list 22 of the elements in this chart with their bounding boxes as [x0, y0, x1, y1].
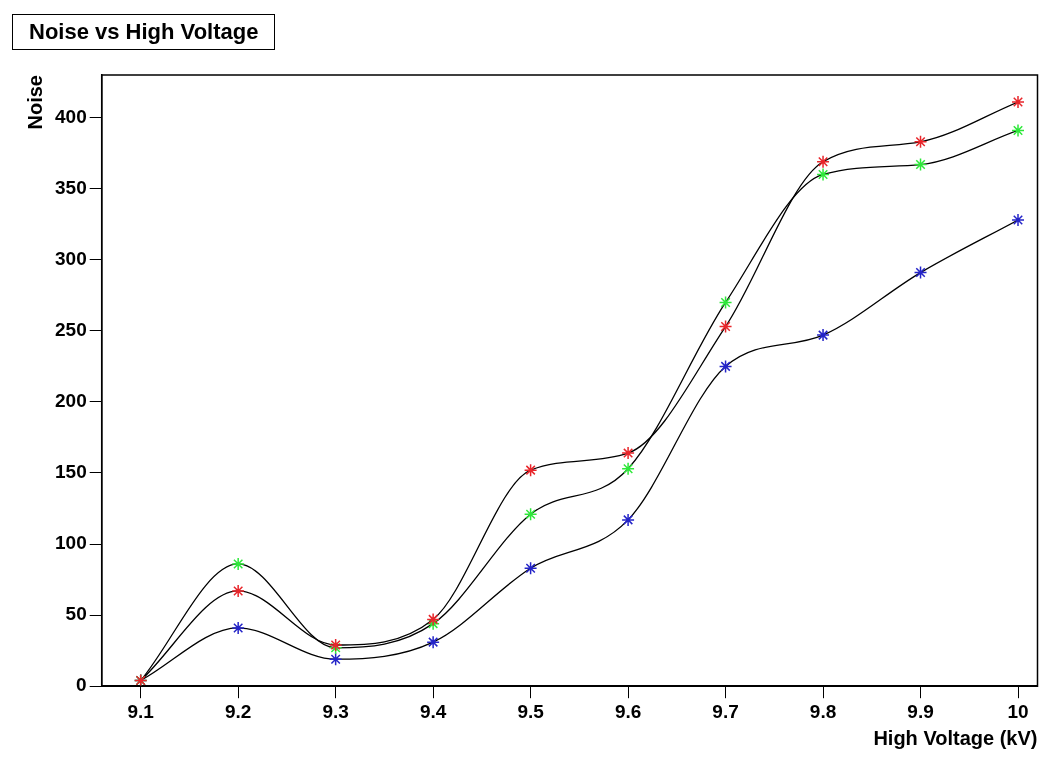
x-tick-label: 9.1	[127, 700, 155, 722]
y-tick-label: 0	[76, 674, 87, 696]
x-tick-label: 9.7	[712, 700, 739, 722]
x-tick-label: 9.5	[517, 700, 545, 722]
chart-title: Noise vs High Voltage	[12, 14, 276, 50]
x-tick-label: 9.2	[224, 700, 252, 722]
x-tick-label: 9.6	[614, 700, 642, 722]
x-tick-label: 9.4	[419, 700, 447, 722]
x-tick-label: 9.3	[322, 700, 349, 722]
y-tick-label: 150	[55, 461, 87, 483]
x-tick-label: 10	[1007, 700, 1029, 722]
y-tick-label: 50	[65, 603, 87, 625]
x-tick-label: 9.8	[809, 700, 837, 722]
y-tick-label: 200	[55, 390, 87, 412]
y-axis-title: Noise	[23, 75, 46, 130]
y-tick-label: 100	[55, 532, 87, 554]
y-tick-label: 400	[55, 105, 87, 127]
x-axis-title: High Voltage (kV)	[873, 726, 1038, 749]
y-tick-label: 300	[55, 248, 87, 270]
x-tick-label: 9.9	[907, 700, 934, 722]
y-tick-label: 250	[55, 319, 87, 341]
y-tick-label: 350	[55, 176, 87, 198]
